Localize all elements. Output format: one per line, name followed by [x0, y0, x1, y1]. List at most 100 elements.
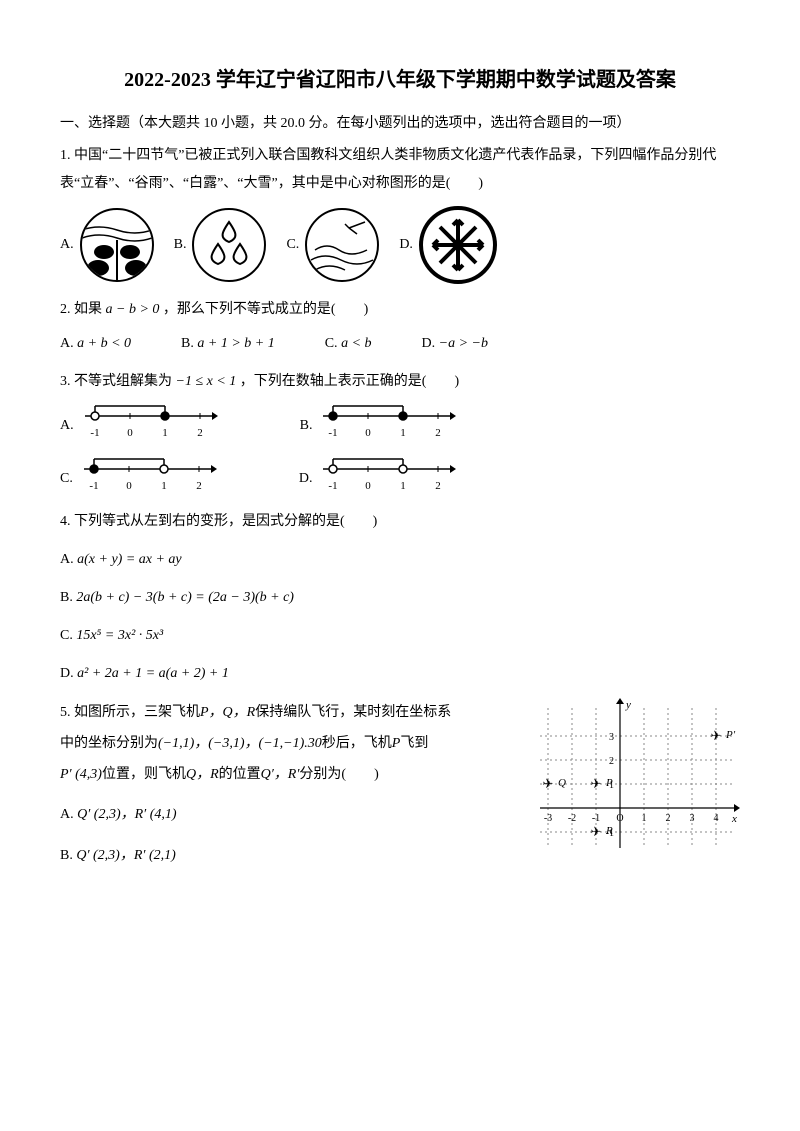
option-expr: a < b: [341, 336, 371, 351]
svg-text:0: 0: [126, 480, 132, 491]
exam-page: 2022-2023 学年辽宁省辽阳市八年级下学期期中数学试题及答案 一、选择题（…: [0, 0, 800, 1131]
q2-option-b: B. a + 1 > b + 1: [181, 330, 275, 358]
q4-options: A. a(x + y) = ax + ay B. 2a(b + c) − 3(b…: [60, 546, 740, 688]
q5-options: A. Q′ (2,3)，R′ (4,1) B. Q′ (2,3)，R′ (2,1…: [60, 800, 510, 872]
q3-stem-a: 3. 不等式组解集为: [60, 374, 172, 389]
option-label: A.: [60, 807, 74, 822]
option-label: C.: [286, 231, 299, 259]
svg-text:0: 0: [366, 480, 372, 491]
svg-text:-1: -1: [329, 480, 338, 491]
text: P，Q，R: [200, 705, 255, 720]
option-label: D.: [299, 465, 313, 493]
svg-text:-3: -3: [544, 813, 552, 824]
svg-text:2: 2: [197, 427, 203, 438]
svg-text:1: 1: [162, 427, 168, 438]
bailu-icon: [305, 208, 379, 282]
option-label: C.: [60, 628, 73, 643]
q3-option-a: A. -1012: [60, 402, 220, 449]
q2-stem-b: ，那么下列不等式成立的是( ): [163, 302, 368, 317]
option-label: A.: [60, 231, 74, 259]
option-expr: a + 1 > b + 1: [197, 336, 274, 351]
svg-text:-1: -1: [329, 427, 338, 438]
option-expr: Q′ (2,3)，R′ (4,1): [77, 807, 176, 822]
text: 5. 如图所示，三架飞机: [60, 705, 200, 720]
svg-text:✈: ✈: [543, 776, 554, 791]
option-label: D.: [60, 666, 74, 681]
q3-stem-b: ，下列在数轴上表示正确的是( ): [240, 374, 459, 389]
text: P′ (4,3): [60, 767, 102, 782]
question-3: 3. 不等式组解集为 −1 ≤ x < 1 ，下列在数轴上表示正确的是( ) A…: [60, 368, 740, 502]
option-label: A.: [60, 552, 74, 567]
q2-stem-a: 2. 如果: [60, 302, 102, 317]
numberline-d-icon: -1 0 1 2: [318, 455, 458, 502]
svg-text:-2: -2: [568, 813, 576, 824]
svg-text:P′: P′: [725, 729, 736, 741]
option-label: C.: [325, 336, 338, 351]
option-label: B.: [60, 848, 73, 863]
option-label: B.: [60, 590, 73, 605]
text: 中的坐标分别为: [60, 736, 158, 751]
svg-text:2: 2: [436, 480, 442, 491]
numberline-c-icon: -1012: [79, 455, 219, 502]
text: 分别为( ): [299, 767, 378, 782]
option-label: B.: [300, 412, 313, 440]
q2-option-c: C. a < b: [325, 330, 372, 358]
q4-option-c: C. 15x⁵ = 3x² · 5x³: [60, 622, 740, 650]
text: 秒后，飞机: [322, 736, 392, 751]
svg-text:0: 0: [366, 427, 372, 438]
option-label: A.: [60, 336, 74, 351]
svg-text:1: 1: [642, 813, 647, 824]
numberline-b-icon: -1012: [318, 402, 458, 449]
option-expr: a + b < 0: [77, 336, 131, 351]
svg-text:✈: ✈: [591, 776, 602, 791]
option-expr: Q′ (2,3)，R′ (2,1): [76, 848, 175, 863]
q3-row2: C. -1012 D. -1 0 1 2: [60, 455, 740, 502]
option-expr: 15x⁵ = 3x² · 5x³: [76, 628, 163, 643]
q1-option-c: C.: [286, 208, 379, 282]
option-label: C.: [60, 465, 73, 493]
q3-option-b: B. -1012: [300, 402, 459, 449]
q4-option-b: B. 2a(b + c) − 3(b + c) = (2a − 3)(b + c…: [60, 584, 740, 612]
question-1: 1. 中国“二十四节气”已被正式列入联合国教科文组织人类非物质文化遗产代表作品录…: [60, 142, 740, 284]
q1-stem: 1. 中国“二十四节气”已被正式列入联合国教科文组织人类非物质文化遗产代表作品录…: [60, 142, 740, 198]
svg-text:2: 2: [609, 756, 614, 767]
text: 位置，则飞机: [102, 767, 186, 782]
svg-text:2: 2: [196, 480, 202, 491]
q2-option-a: A. a + b < 0: [60, 330, 131, 358]
svg-text:O: O: [616, 813, 623, 824]
q5-option-a: A. Q′ (2,3)，R′ (4,1): [60, 800, 510, 831]
option-label: D.: [422, 336, 436, 351]
q3-option-c: C. -1012: [60, 455, 219, 502]
q2-expr: a − b > 0: [106, 302, 160, 317]
guyu-icon: [192, 208, 266, 282]
option-expr: a(x + y) = ax + ay: [77, 552, 182, 567]
text: Q，R: [186, 767, 219, 782]
q5-line2: 中的坐标分别为(−1,1)，(−3,1)，(−1,−1).30秒后，飞机P飞到: [60, 729, 510, 760]
text: 保持编队飞行，某时刻在坐标系: [255, 705, 451, 720]
text: 飞到: [400, 736, 428, 751]
q1-option-b: B.: [174, 208, 267, 282]
q5-option-b: B. Q′ (2,3)，R′ (2,1): [60, 841, 510, 872]
svg-text:P: P: [605, 777, 613, 789]
svg-text:3: 3: [690, 813, 695, 824]
q4-option-d: D. a² + 2a + 1 = a(a + 2) + 1: [60, 660, 740, 688]
question-5: 5. 如图所示，三架飞机P，Q，R保持编队飞行，某时刻在坐标系 中的坐标分别为(…: [60, 698, 740, 882]
q5-text: 5. 如图所示，三架飞机P，Q，R保持编队飞行，某时刻在坐标系 中的坐标分别为(…: [60, 698, 510, 882]
svg-text:y: y: [625, 699, 631, 711]
q4-option-a: A. a(x + y) = ax + ay: [60, 546, 740, 574]
option-label: D.: [399, 231, 413, 259]
question-2: 2. 如果 a − b > 0 ，那么下列不等式成立的是( ) A. a + b…: [60, 296, 740, 358]
q5-grid-icon: xy-3-2-1O1234-1123✈P✈Q✈R✈P′: [530, 698, 740, 879]
question-4: 4. 下列等式从左到右的变形，是因式分解的是( ) A. a(x + y) = …: [60, 508, 740, 688]
svg-text:4: 4: [714, 813, 719, 824]
daxue-icon: [419, 206, 497, 284]
svg-text:x: x: [731, 813, 737, 825]
svg-text:1: 1: [401, 480, 407, 491]
svg-text:1: 1: [401, 427, 407, 438]
option-label: A.: [60, 412, 74, 440]
svg-text:R: R: [605, 825, 613, 837]
numberline-a-icon: -1012: [80, 402, 220, 449]
q1-options: A. B.: [60, 206, 740, 284]
q5-line3: P′ (4,3)位置，则飞机Q，R的位置Q′，R′分别为( ): [60, 760, 510, 791]
section-heading: 一、选择题（本大题共 10 小题，共 20.0 分。在每小题列出的选项中，选出符…: [60, 110, 740, 138]
